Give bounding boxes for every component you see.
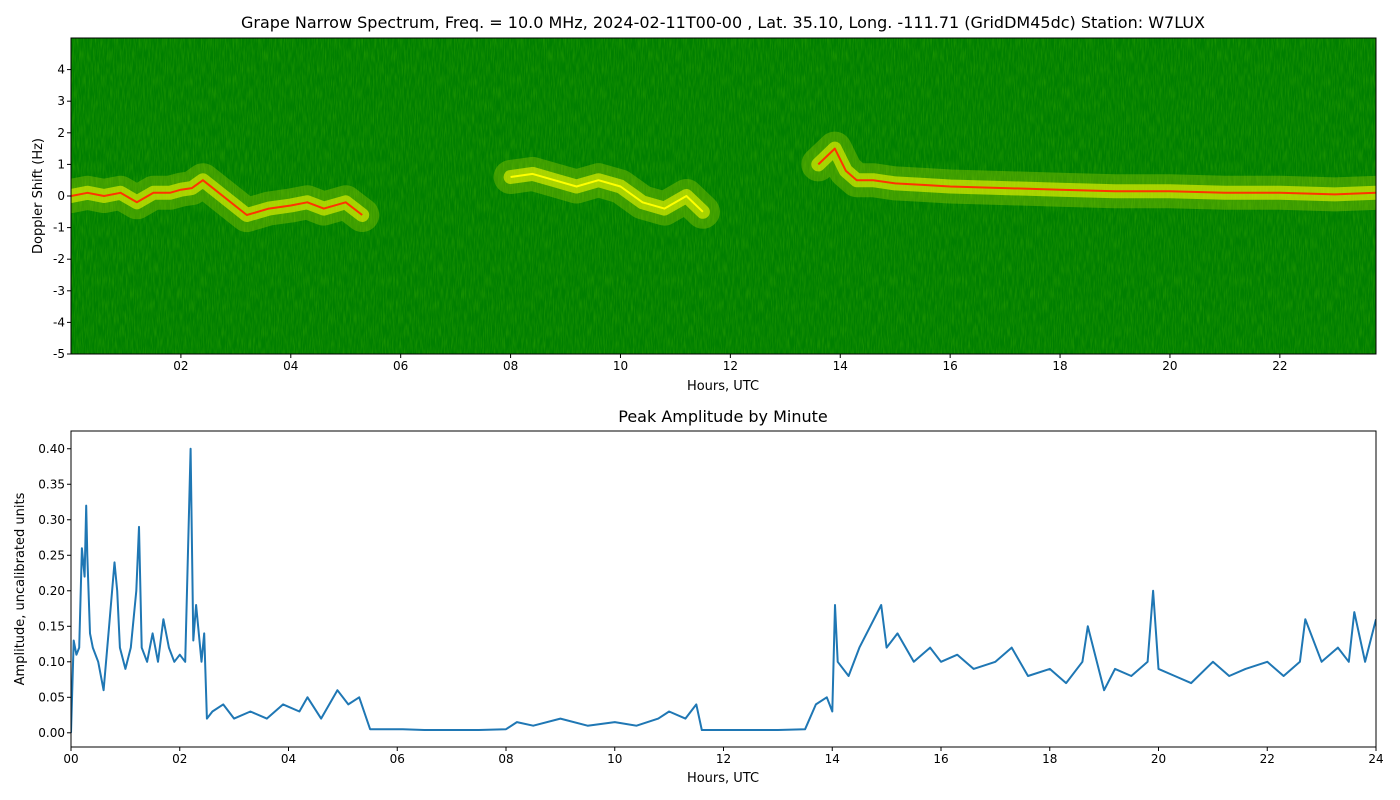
- amplitude-x-tick-label: 24: [1368, 752, 1383, 766]
- spectrogram-panel: Grape Narrow Spectrum, Freq. = 10.0 MHz,…: [31, 13, 1377, 394]
- amplitude-series-line: [71, 447, 1376, 733]
- spectrogram-x-tick-label: 12: [723, 359, 738, 373]
- spectrogram-title: Grape Narrow Spectrum, Freq. = 10.0 MHz,…: [241, 13, 1205, 32]
- amplitude-x-tick-label: 22: [1260, 752, 1275, 766]
- amplitude-y-ticks: 0.00 0.05 0.10 0.15 0.20 0.25 0.30 0.35 0.40: [38, 442, 71, 740]
- spectrogram-x-tick-label: 14: [833, 359, 848, 373]
- spectrogram-x-tick-label: 16: [943, 359, 958, 373]
- amplitude-x-label: Hours, UTC: [687, 771, 759, 786]
- amplitude-y-tick-label: 0.15: [38, 619, 65, 633]
- spectrogram-signal-layer: [71, 131, 1376, 232]
- spectrogram-y-tick-label: -5: [53, 347, 65, 361]
- spectrogram-x-tick-label: 20: [1162, 359, 1177, 373]
- amplitude-x-tick-label: 10: [607, 752, 622, 766]
- amplitude-x-ticks: 00 02 04 06 08 10 12 14 16 18 20 22 24: [63, 747, 1384, 766]
- amplitude-y-tick-label: 0.40: [38, 442, 65, 456]
- spectrogram-y-tick-label: 4: [57, 63, 65, 77]
- amplitude-y-tick-label: 0.10: [38, 655, 65, 669]
- spectrogram-y-ticks: -5 -4 -3 -2 -1 0 1 2 3 4: [53, 63, 71, 361]
- amplitude-panel: Peak Amplitude by Minute 00 02 04 06 08 10 12 1…: [13, 407, 1384, 786]
- amplitude-x-tick-label: 14: [825, 752, 840, 766]
- spectrogram-y-tick-label: -4: [53, 315, 65, 329]
- spectrogram-y-tick-label: 1: [57, 157, 65, 171]
- amplitude-series-layer: [71, 447, 1376, 733]
- amplitude-title: Peak Amplitude by Minute: [618, 407, 828, 426]
- amplitude-x-tick-label: 16: [933, 752, 948, 766]
- spectrogram-x-ticks: 02 04 06 08 10 12 14 16 18 20 22: [173, 354, 1287, 373]
- spectrogram-x-tick-label: 04: [283, 359, 298, 373]
- spectrogram-y-label: Doppler Shift (Hz): [31, 138, 46, 254]
- spectrogram-x-tick-label: 02: [173, 359, 188, 373]
- amplitude-x-tick-label: 02: [172, 752, 187, 766]
- amplitude-background: [71, 431, 1376, 747]
- doppler-trace: [817, 147, 1376, 196]
- amplitude-x-tick-label: 12: [716, 752, 731, 766]
- spectrogram-y-tick-label: -1: [53, 221, 65, 235]
- amplitude-x-tick-label: 18: [1042, 752, 1057, 766]
- spectrogram-x-tick-label: 08: [503, 359, 518, 373]
- spectrogram-y-tick-label: 0: [57, 189, 65, 203]
- spectrogram-x-tick-label: 22: [1272, 359, 1287, 373]
- amplitude-x-tick-label: 00: [63, 752, 78, 766]
- spectrogram-y-tick-label: 2: [57, 126, 65, 140]
- amplitude-x-tick-label: 04: [281, 752, 296, 766]
- spectrogram-y-tick-label: 3: [57, 94, 65, 108]
- spectrogram-x-tick-label: 18: [1052, 359, 1067, 373]
- amplitude-y-tick-label: 0.35: [38, 477, 65, 491]
- spectrogram-x-label: Hours, UTC: [687, 379, 759, 394]
- doppler-trace: [510, 172, 704, 213]
- amplitude-x-tick-label: 20: [1151, 752, 1166, 766]
- amplitude-y-tick-label: 0.30: [38, 513, 65, 527]
- amplitude-y-tick-label: 0.05: [38, 690, 65, 704]
- amplitude-y-tick-label: 0.20: [38, 584, 65, 598]
- spectrogram-x-tick-label: 10: [613, 359, 628, 373]
- spectrogram-y-tick-label: -3: [53, 284, 65, 298]
- amplitude-x-tick-label: 06: [390, 752, 405, 766]
- spectrogram-x-tick-label: 06: [393, 359, 408, 373]
- amplitude-y-label: Amplitude, uncalibrated units: [13, 492, 28, 685]
- amplitude-x-tick-label: 08: [498, 752, 513, 766]
- doppler-trace: [71, 179, 363, 216]
- spectrogram-y-tick-label: -2: [53, 252, 65, 266]
- amplitude-y-tick-label: 0.00: [38, 726, 65, 740]
- amplitude-y-tick-label: 0.25: [38, 548, 65, 562]
